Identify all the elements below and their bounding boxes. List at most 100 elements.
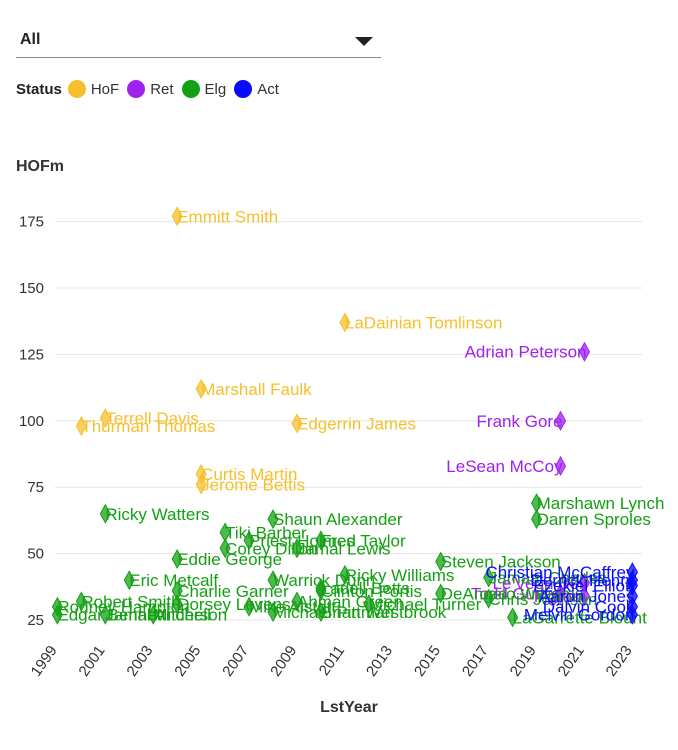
data-point[interactable] [171,594,183,615]
data-point[interactable] [99,503,111,524]
x-tick-label: 2001 [76,643,109,680]
data-point[interactable] [291,538,303,559]
data-point[interactable] [483,567,495,588]
data-point-label: Ricky Williams [345,566,455,585]
data-point[interactable] [171,548,183,569]
x-tick-label: 2009 [267,643,300,680]
data-point[interactable] [147,604,159,625]
legend-item-elg[interactable]: Elg [181,80,227,98]
data-point-label: LaGarrette Blount [513,608,647,627]
data-point-label: Brian Westbrook [321,603,447,622]
data-point-label: Priest Holmes [249,531,355,550]
legend-dot-act [234,80,253,98]
data-point-label: DeAngelo Williams [441,584,584,603]
data-point[interactable] [339,312,351,333]
x-tick-label: 2021 [555,643,588,680]
y-tick-label: 75 [27,479,44,496]
data-point-label: Mitchell [153,606,211,625]
data-point-label: Steven Jackson [441,553,561,572]
data-point[interactable] [554,410,567,431]
data-point[interactable] [75,416,87,437]
status-filter-dropdown[interactable]: All [16,24,381,58]
data-point[interactable] [578,341,591,362]
filter-selected-value: All [20,31,41,48]
data-point-label: Christian McCaffrey [485,563,634,582]
data-point[interactable] [291,591,303,612]
data-point[interactable] [363,594,375,615]
data-point-label: Jamal Anderson [105,606,227,625]
x-tick-label: 2007 [219,643,252,680]
data-point[interactable] [626,586,638,607]
data-point[interactable] [315,580,327,601]
y-tick-label: 50 [27,546,44,563]
data-point-label: Frank Gore [477,412,563,431]
data-point-label: Dalvin Cook [543,598,635,617]
data-point-label: Jamal Lewis [297,539,391,558]
x-tick-label: 2015 [411,643,444,680]
data-point[interactable] [554,583,567,604]
data-point[interactable] [339,564,351,585]
data-points: Emmitt Smith LaDainian Tomlinson Marshall … [51,206,664,628]
chevron-down-icon[interactable] [355,37,373,46]
y-axis-title: HOFm [16,158,64,175]
data-point[interactable] [554,455,567,476]
data-point-label: Michael Turner [369,595,482,614]
data-point[interactable] [171,206,183,227]
legend-item-hof[interactable]: HoF [67,80,120,98]
data-point-label: Ezekiel Elliott [533,576,634,595]
data-point[interactable] [483,588,495,609]
data-point[interactable] [531,509,543,530]
y-axis-ticks: 25 50 75 100 125 150 175 [19,214,44,629]
legend-label-hof: HoF [90,80,120,98]
data-point[interactable] [195,378,207,399]
legend-title: Status [16,80,62,98]
data-point-label: Shaun Alexander [273,510,403,529]
legend-label-act: Act [257,80,279,98]
data-point[interactable] [291,413,303,434]
data-point-label: Dorsey Levens [177,595,290,614]
data-point[interactable] [315,530,327,551]
legend-item-ret[interactable]: Ret [127,80,174,98]
data-point-label: Ricky Watters [105,505,209,524]
data-point-label: LeSean McCoy [446,457,563,476]
data-point[interactable] [219,538,231,559]
data-point-label: Aaron Jones [539,587,634,606]
y-tick-label: 125 [19,346,44,363]
data-point-label: Adrian Peterson [465,343,587,362]
data-point[interactable] [267,509,279,530]
data-point-label: Marshall Faulk [201,380,312,399]
y-tick-label: 25 [27,612,44,629]
legend-dot-elg [181,80,200,98]
data-point-label: Thurman Thomas [81,417,215,436]
legend-label-elg: Elg [204,80,227,98]
data-point-label: Warrick Dunn [273,571,375,590]
data-point[interactable] [267,570,279,591]
data-point[interactable] [99,408,111,429]
data-point[interactable] [267,602,279,623]
y-tick-label: 100 [19,413,44,430]
data-point[interactable] [435,583,447,604]
data-point[interactable] [99,604,111,625]
legend-label-ret: Ret [150,80,174,98]
data-point[interactable] [435,551,447,572]
data-point[interactable] [626,604,638,625]
data-point[interactable] [195,474,207,495]
x-tick-label: 2023 [603,643,636,680]
data-point[interactable] [123,570,135,591]
data-point-label: Fred Taylor [321,531,406,550]
data-point-label: Ladell Betts [321,579,410,598]
data-point[interactable] [243,596,255,617]
x-tick-label: 2017 [459,643,492,680]
data-point[interactable] [51,604,63,625]
y-tick-label: 150 [19,280,44,297]
data-point[interactable] [315,602,327,623]
legend-item-act[interactable]: Act [234,80,279,98]
data-point[interactable] [75,591,87,612]
data-point[interactable] [507,607,519,628]
data-point[interactable] [243,530,255,551]
legend-dot-hof [67,80,86,98]
data-point-label: Ingram [534,587,587,606]
data-point[interactable] [578,586,591,607]
data-point-label: Eric Metcalf [129,571,218,590]
